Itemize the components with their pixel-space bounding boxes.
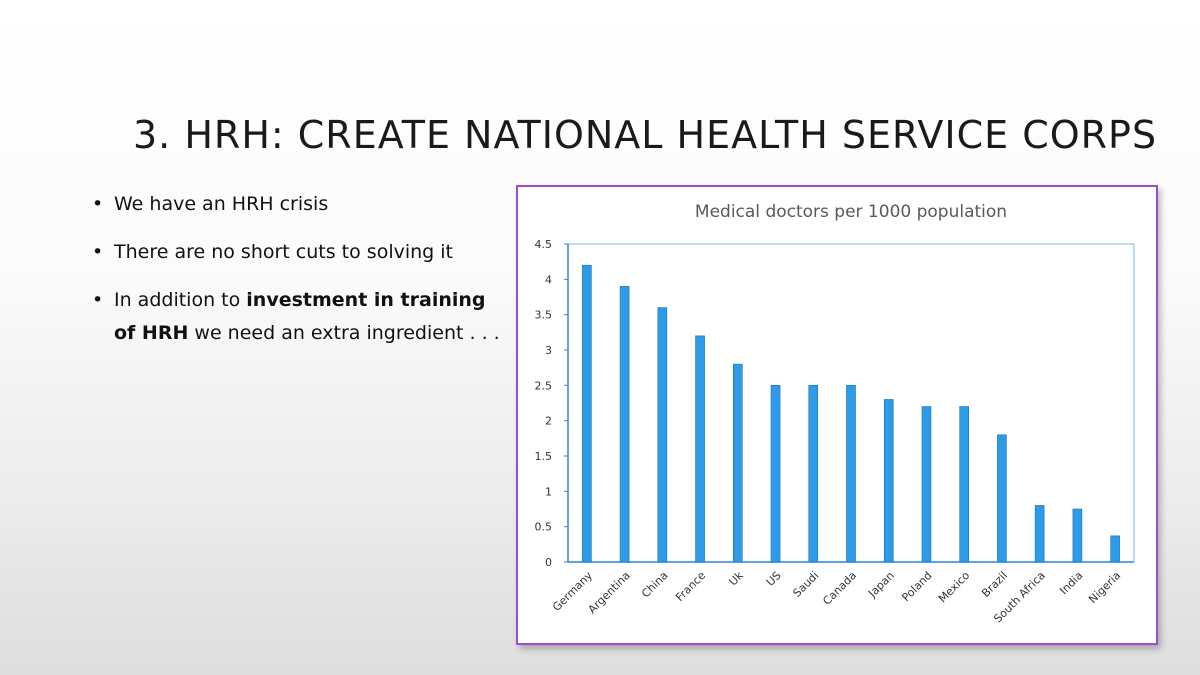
x-tick-label: India <box>1057 569 1085 597</box>
x-tick-label: US <box>764 569 784 589</box>
bullet-hrh-crisis: We have an HRH crisis <box>92 188 512 221</box>
bar <box>695 335 705 563</box>
y-tick-label: 0.5 <box>535 521 553 534</box>
y-tick-label: 1.5 <box>535 450 553 463</box>
bar <box>883 399 894 563</box>
chart-title: Medical doctors per 1000 population <box>695 202 1007 222</box>
bullet-list: We have an HRH crisis There are no short… <box>92 188 512 365</box>
bar <box>1072 508 1083 563</box>
bar <box>997 434 1007 563</box>
bar <box>959 406 970 563</box>
bar <box>1110 535 1120 563</box>
bullet-no-short-cuts: There are no short cuts to solving it <box>92 236 512 269</box>
bar-chart-svg: Medical doctors per 1000 population 0 0.5 1… <box>535 202 1135 625</box>
bar <box>619 286 630 563</box>
bar <box>808 385 819 563</box>
y-tick-label: 3 <box>545 344 552 357</box>
bullet-investment: In addition to investment in training of… <box>92 284 512 350</box>
y-tick-label: 4.5 <box>535 238 553 251</box>
bar <box>657 307 668 563</box>
bar <box>582 264 592 563</box>
slide-title: 3. HRH: CREATE NATIONAL HEALTH SERVICE C… <box>133 113 1158 157</box>
bar <box>733 363 743 563</box>
x-tick-label: China <box>639 569 670 600</box>
x-tick-label: Brazil <box>979 569 1010 600</box>
bullet-investment-bold: investment in training of HRH <box>114 289 486 344</box>
bar <box>846 385 856 563</box>
y-tick-label: 3.5 <box>535 309 553 322</box>
x-tick-label: Japan <box>865 569 897 601</box>
x-tick-label: Mexico <box>936 569 973 606</box>
y-tick-label: 0 <box>545 556 552 569</box>
y-tick-label: 1 <box>545 485 552 498</box>
bar <box>1034 505 1045 563</box>
y-tick-label: 4 <box>545 273 552 286</box>
x-tick-label: Canada <box>820 569 859 608</box>
x-tick-label: France <box>673 569 708 604</box>
x-tick-label: Uk <box>727 568 747 588</box>
bar <box>921 406 932 563</box>
bar <box>770 385 781 563</box>
y-tick-label: 2 <box>545 415 552 428</box>
x-tick-label: Poland <box>899 569 934 604</box>
y-tick-label: 2.5 <box>535 379 553 392</box>
x-tick-label: Saudi <box>790 569 821 600</box>
doctors-chart: Medical doctors per 1000 population 0 0.5 1… <box>516 185 1158 645</box>
x-tick-label: Nigeria <box>1086 569 1123 606</box>
